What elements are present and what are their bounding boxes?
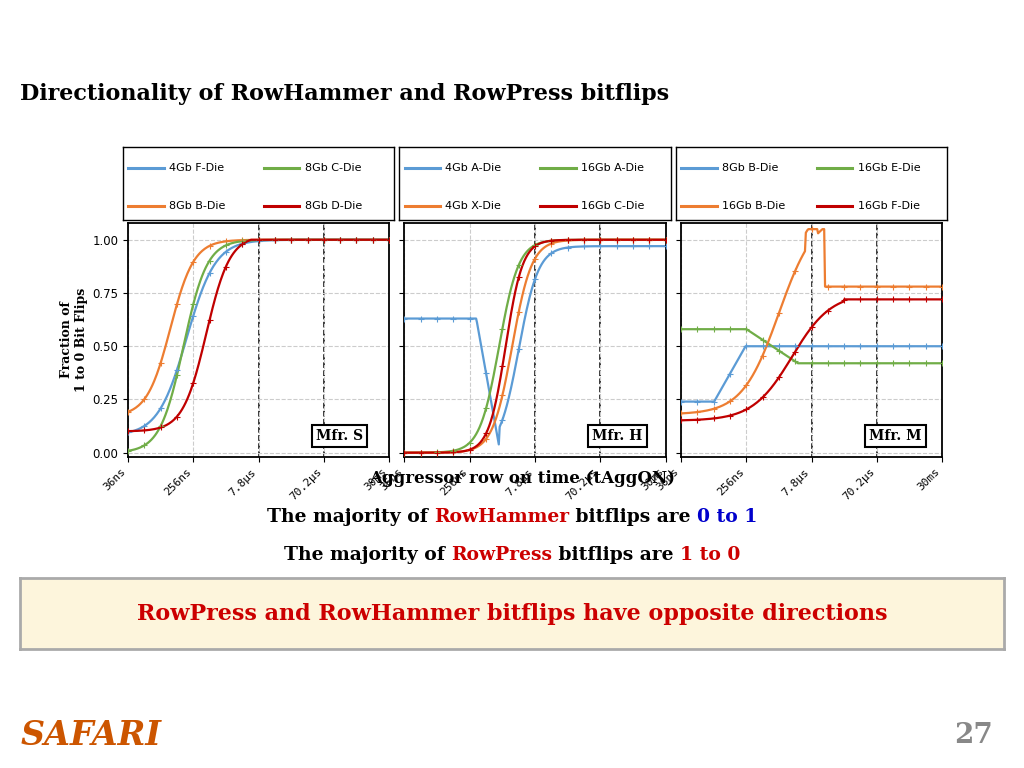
Text: 4Gb A-Die: 4Gb A-Die [445,163,502,173]
Text: Mfr. S: Mfr. S [316,429,364,443]
Text: RowHammer: RowHammer [434,508,569,526]
Text: 16Gb A-Die: 16Gb A-Die [582,163,644,173]
Text: 4Gb F-Die: 4Gb F-Die [169,163,224,173]
Text: 8Gb C-Die: 8Gb C-Die [305,163,361,173]
Text: 8Gb B-Die: 8Gb B-Die [169,200,225,211]
Text: 27: 27 [954,722,993,749]
Text: SAFARI: SAFARI [20,719,162,752]
Text: 4Gb X-Die: 4Gb X-Die [445,200,502,211]
Text: Mfr. M: Mfr. M [869,429,922,443]
Text: 8Gb B-Die: 8Gb B-Die [722,163,778,173]
Text: RowPress: RowPress [451,546,552,564]
Text: Aggressor row on time (tAggON): Aggressor row on time (tAggON) [370,469,675,487]
Text: 8Gb D-Die: 8Gb D-Die [305,200,361,211]
Text: Directionality of RowHammer and RowPress bitflips: Directionality of RowHammer and RowPress… [20,83,670,105]
Text: 0 to 1: 0 to 1 [697,508,758,526]
Text: Mfr. H: Mfr. H [593,429,643,443]
Text: 1 to 0: 1 to 0 [680,546,740,564]
Text: Difference Between RowPress and RowHammer (III): Difference Between RowPress and RowHamme… [13,18,873,47]
Text: bitflips are: bitflips are [569,508,697,526]
Text: RowPress and RowHammer bitflips have opposite directions: RowPress and RowHammer bitflips have opp… [137,603,887,624]
Text: The majority of: The majority of [284,546,451,564]
Y-axis label: Fraction of
1 to 0 Bit Flips: Fraction of 1 to 0 Bit Flips [60,288,88,392]
Text: 16Gb C-Die: 16Gb C-Die [582,200,644,211]
Text: bitflips are: bitflips are [552,546,680,564]
Text: 16Gb F-Die: 16Gb F-Die [858,200,920,211]
Text: 16Gb B-Die: 16Gb B-Die [722,200,785,211]
Text: 16Gb E-Die: 16Gb E-Die [858,163,921,173]
Text: The majority of: The majority of [266,508,434,526]
